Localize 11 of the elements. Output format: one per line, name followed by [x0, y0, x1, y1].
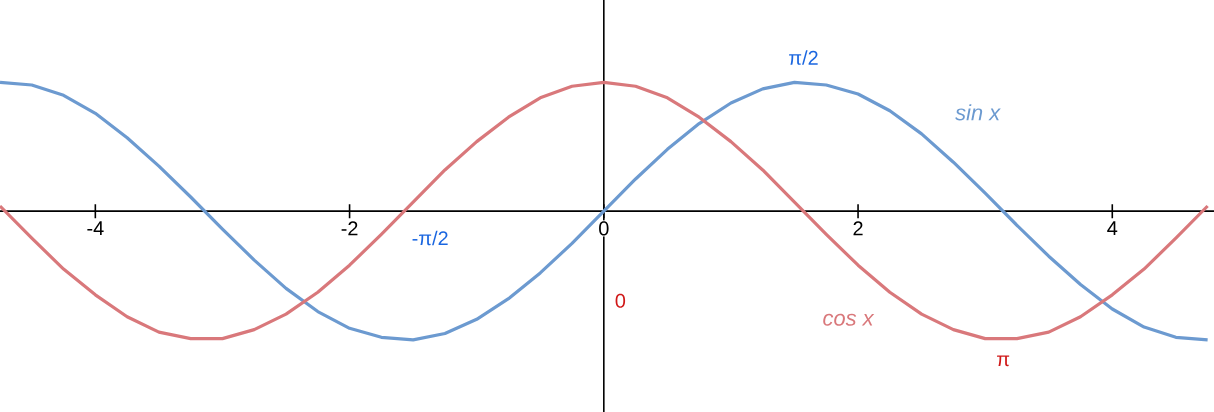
series-label: sin x: [955, 104, 1001, 121]
annotation: 0: [615, 293, 626, 308]
annotation: -π/2: [412, 230, 448, 246]
annotation: π: [997, 355, 1010, 367]
x-tick-label: -2: [341, 221, 358, 236]
annotation: π/2: [789, 50, 818, 65]
x-tick-label: 4: [1107, 221, 1118, 236]
x-tick-label: 0: [599, 221, 609, 236]
x-tick-label: 2: [853, 221, 863, 236]
series-label: cos x: [823, 313, 875, 326]
x-tick-label: -4: [87, 221, 104, 236]
